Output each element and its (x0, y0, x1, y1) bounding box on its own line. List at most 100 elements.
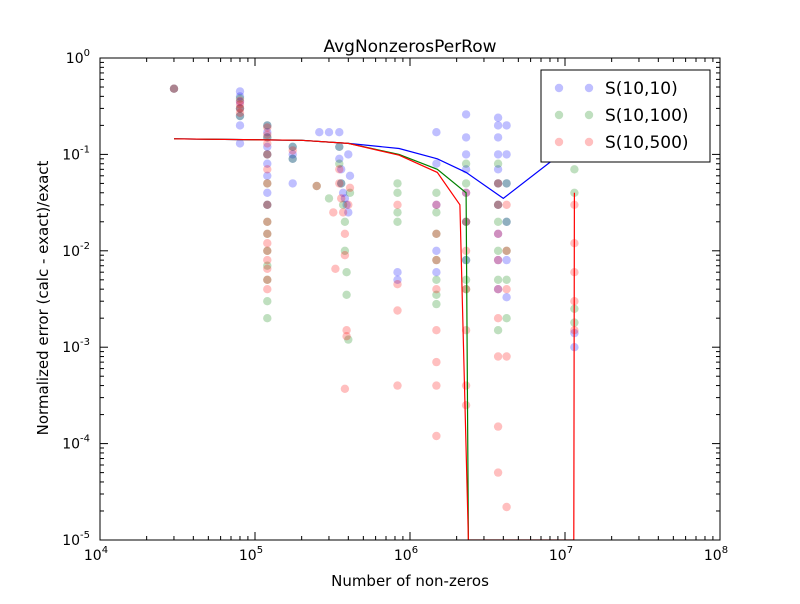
data-point (432, 128, 441, 137)
data-point (340, 229, 350, 238)
data-point (493, 275, 503, 284)
data-point (263, 159, 272, 168)
data-point (493, 314, 503, 323)
data-point (235, 97, 245, 107)
data-point (432, 357, 441, 367)
legend-label: S(10,10) (605, 79, 678, 99)
data-point (393, 179, 402, 188)
data-point (338, 208, 348, 217)
data-point (393, 381, 402, 390)
data-point (338, 200, 348, 209)
data-point (502, 217, 511, 226)
legend-marker (584, 83, 594, 93)
data-point (432, 290, 441, 299)
data-point (344, 208, 353, 217)
data-point (570, 165, 579, 174)
data-point (263, 171, 272, 180)
data-point (502, 246, 511, 255)
data-point (493, 326, 503, 335)
data-point (393, 188, 402, 197)
data-point (493, 468, 503, 477)
data-point (502, 200, 511, 209)
data-point (502, 217, 511, 226)
data-point (393, 268, 402, 277)
data-point (461, 179, 471, 188)
data-point (493, 255, 503, 265)
data-point (493, 229, 503, 238)
data-point (493, 217, 503, 226)
data-point (493, 352, 503, 361)
data-point (169, 84, 179, 93)
data-point (493, 200, 503, 209)
legend-item: S(10,500) (554, 133, 689, 153)
data-point (493, 200, 503, 209)
data-point (235, 108, 245, 118)
data-point (502, 352, 511, 361)
data-point (263, 130, 272, 139)
data-point (502, 246, 511, 255)
data-point (493, 200, 503, 209)
data-point (263, 121, 272, 130)
data-point (461, 150, 471, 159)
series-S(10,500) (169, 84, 579, 512)
data-point (263, 314, 272, 323)
data-point (263, 275, 272, 284)
data-point (288, 142, 297, 151)
data-point (263, 275, 272, 284)
data-point (342, 268, 351, 277)
data-point (263, 139, 272, 148)
data-point (432, 208, 441, 217)
data-point (263, 217, 272, 226)
data-point (235, 111, 245, 121)
data-point (432, 246, 441, 255)
data-point (263, 285, 272, 294)
legend-marker (584, 137, 594, 147)
data-point (263, 188, 272, 197)
data-point (432, 255, 441, 265)
data-point (432, 275, 441, 284)
data-point (337, 179, 346, 188)
data-point (432, 200, 441, 209)
data-point (263, 246, 272, 255)
data-point (502, 285, 511, 294)
legend-item: S(10,10) (554, 79, 678, 99)
data-point (345, 171, 355, 180)
data-point (263, 200, 272, 209)
data-point (324, 194, 334, 203)
data-point (288, 154, 297, 163)
data-point (432, 159, 441, 168)
data-point (235, 100, 245, 109)
data-point (432, 255, 441, 265)
data-point (342, 326, 351, 335)
data-point (263, 150, 272, 159)
data-point (502, 293, 511, 302)
data-point (263, 246, 272, 255)
data-point (342, 200, 351, 209)
data-point (263, 123, 272, 132)
data-point (493, 285, 503, 294)
data-point (288, 142, 297, 151)
data-point (335, 142, 344, 151)
data-point (315, 128, 324, 137)
chart-title: AvgNonzerosPerRow (323, 37, 496, 57)
data-point (432, 299, 441, 309)
data-point (263, 264, 272, 273)
data-point (335, 165, 344, 174)
data-point (263, 229, 272, 238)
data-point (337, 165, 346, 174)
legend-box (540, 69, 711, 163)
data-point (337, 179, 346, 188)
plot-area (169, 84, 579, 540)
data-point (502, 314, 511, 323)
data-point (235, 87, 245, 96)
data-point (502, 121, 511, 130)
data-point (340, 246, 350, 255)
data-point (461, 326, 471, 335)
data-point (461, 159, 471, 168)
data-point (493, 179, 503, 188)
legend-marker (554, 137, 564, 147)
data-point (263, 261, 272, 270)
data-point (235, 94, 245, 103)
